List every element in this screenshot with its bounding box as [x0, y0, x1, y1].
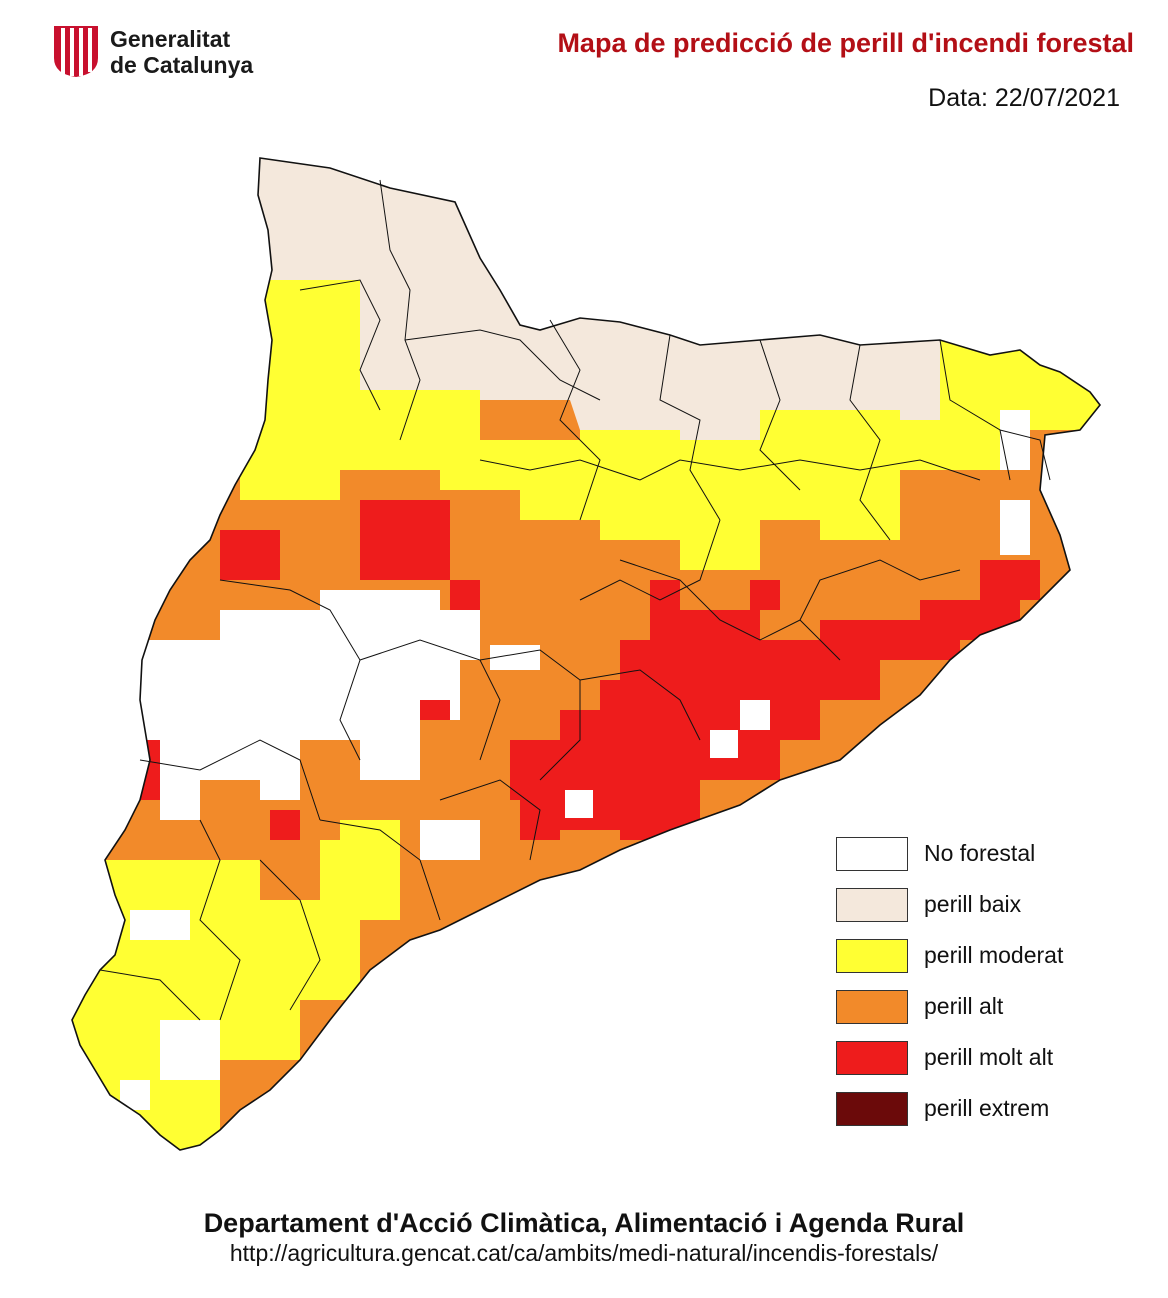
department-name: Departament d'Acció Climàtica, Alimentac… [203, 1208, 965, 1238]
org-name: Generalitat de Catalunya [110, 26, 253, 78]
legend-swatch [836, 887, 908, 922]
generalitat-logo-icon [54, 26, 98, 77]
legend-swatch [836, 989, 908, 1024]
legend-swatch [836, 1091, 908, 1126]
map-legend: No forestal perill baix perill moderat p… [836, 828, 1063, 1134]
legend-swatch [836, 938, 908, 973]
legend-label: perill alt [924, 993, 1004, 1019]
org-line-1: Generalitat [110, 26, 231, 52]
legend-item-perill-moderat: perill moderat [836, 930, 1063, 981]
map-date: Data: 22/07/2021 [928, 84, 1120, 112]
legend-swatch [836, 836, 908, 871]
legend-label: perill moderat [924, 942, 1064, 968]
catalonia-fire-risk-map [71, 157, 1102, 1151]
legend-item-perill-extrem: perill extrem [836, 1083, 1063, 1134]
legend-label: perill molt alt [924, 1044, 1054, 1070]
org-line-2: de Catalunya [110, 52, 254, 78]
legend-swatch [836, 1040, 908, 1075]
legend-label: No forestal [924, 840, 1036, 866]
legend-label: perill extrem [924, 1095, 1050, 1121]
legend-label: perill baix [924, 891, 1022, 917]
website-url: http://agricultura.gencat.cat/ca/ambits/… [229, 1240, 939, 1266]
legend-item-perill-baix: perill baix [836, 879, 1063, 930]
map-title: Mapa de predicció de perill d'incendi fo… [557, 28, 1134, 58]
legend-item-perill-alt: perill alt [836, 981, 1063, 1032]
legend-item-perill-molt-alt: perill molt alt [836, 1032, 1063, 1083]
legend-item-no-forestal: No forestal [836, 828, 1063, 879]
